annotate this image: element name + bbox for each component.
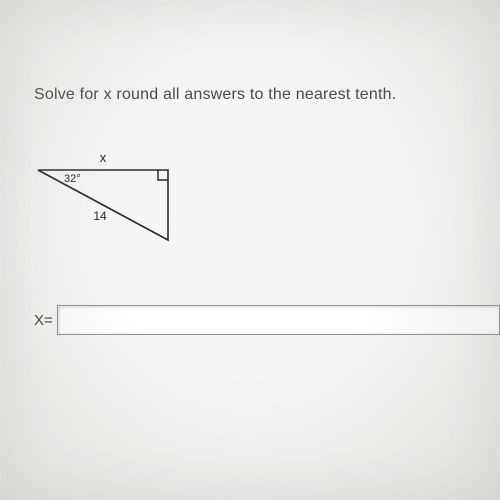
right-angle-marker (158, 170, 168, 180)
answer-label: X= (34, 312, 53, 329)
answer-row: X= (34, 305, 500, 335)
label-angle-32: 32° (64, 173, 81, 185)
triangle-figure: x 32° 14 (28, 140, 228, 270)
triangle-svg: x 32° 14 (28, 140, 228, 270)
triangle-shape (38, 170, 168, 240)
prompt-text: Solve for x round all answers to the nea… (34, 86, 396, 103)
answer-input[interactable] (57, 305, 500, 335)
label-14: 14 (93, 209, 107, 223)
label-x: x (100, 150, 107, 165)
worksheet-page: Solve for x round all answers to the nea… (0, 0, 500, 500)
question-prompt: Solve for x round all answers to the nea… (34, 86, 396, 104)
